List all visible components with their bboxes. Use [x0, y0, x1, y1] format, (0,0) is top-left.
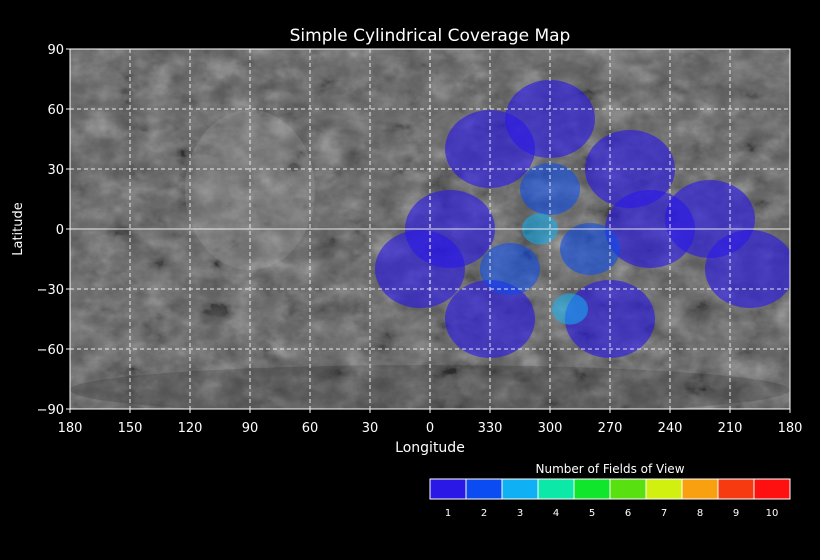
- y-tick-label: 60: [47, 103, 64, 118]
- legend-label: 9: [733, 508, 739, 519]
- legend-label: 8: [697, 508, 703, 519]
- x-tick-label: 300: [538, 421, 563, 436]
- legend-swatch: [717, 478, 755, 500]
- legend-label: 5: [589, 508, 595, 519]
- y-tick-label: 0: [56, 223, 64, 238]
- legend-swatch: [573, 478, 611, 500]
- x-axis-label: Longitude: [395, 440, 465, 456]
- x-tick-label: 330: [478, 421, 503, 436]
- y-tick-label: −60: [37, 343, 64, 358]
- x-axis-ticks: 180 150 120 90 60 30 0 330 300 270 240 210 180: [58, 409, 803, 436]
- x-tick-label: 90: [242, 421, 259, 436]
- legend-swatch: [537, 478, 575, 500]
- x-tick-label: 30: [362, 421, 379, 436]
- x-tick-label: 210: [718, 421, 743, 436]
- legend-swatch: [429, 478, 467, 500]
- legend-label: 2: [481, 508, 487, 519]
- y-tick-label: −90: [37, 403, 64, 418]
- legend-swatch: [501, 478, 539, 500]
- legend-label: 3: [517, 508, 523, 519]
- coverage-patch: [552, 293, 588, 325]
- legend-swatch: [645, 478, 683, 500]
- legend-label: 10: [766, 508, 779, 519]
- legend-swatch: [681, 478, 719, 500]
- y-tick-label: 90: [47, 43, 64, 58]
- coverage-patch: [705, 230, 790, 308]
- legend-label: 1: [445, 508, 451, 519]
- coverage-patch: [375, 230, 465, 308]
- chart-title: Simple Cylindrical Coverage Map: [290, 26, 571, 46]
- legend-label: 4: [553, 508, 559, 519]
- coverage-patch: [560, 223, 620, 275]
- legend-swatch: [465, 478, 503, 500]
- y-axis-label: Latitude: [11, 202, 26, 256]
- x-tick-label: 180: [778, 421, 803, 436]
- y-tick-label: 30: [47, 163, 64, 178]
- y-tick-label: −30: [37, 283, 64, 298]
- map-panel: [70, 49, 790, 409]
- legend-swatches: 1 2 3 4 5 6 7 8 9 10: [429, 478, 791, 519]
- color-legend: Number of Fields of View 1 2 3 4 5 6 7 8 9 10: [429, 462, 791, 519]
- x-tick-label: 240: [658, 421, 683, 436]
- x-tick-label: 150: [118, 421, 143, 436]
- legend-swatch: [609, 478, 647, 500]
- x-tick-label: 180: [58, 421, 83, 436]
- legend-title: Number of Fields of View: [535, 462, 684, 476]
- x-tick-label: 120: [178, 421, 203, 436]
- x-tick-label: 0: [426, 421, 434, 436]
- coverage-patch: [480, 243, 540, 295]
- grid-layer: [70, 49, 790, 409]
- x-tick-label: 60: [302, 421, 319, 436]
- x-tick-label: 270: [598, 421, 623, 436]
- y-axis-ticks: 90 60 30 0 −30 −60 −90: [37, 43, 70, 418]
- legend-label: 6: [625, 508, 631, 519]
- legend-label: 7: [661, 508, 667, 519]
- legend-swatch: [753, 478, 791, 500]
